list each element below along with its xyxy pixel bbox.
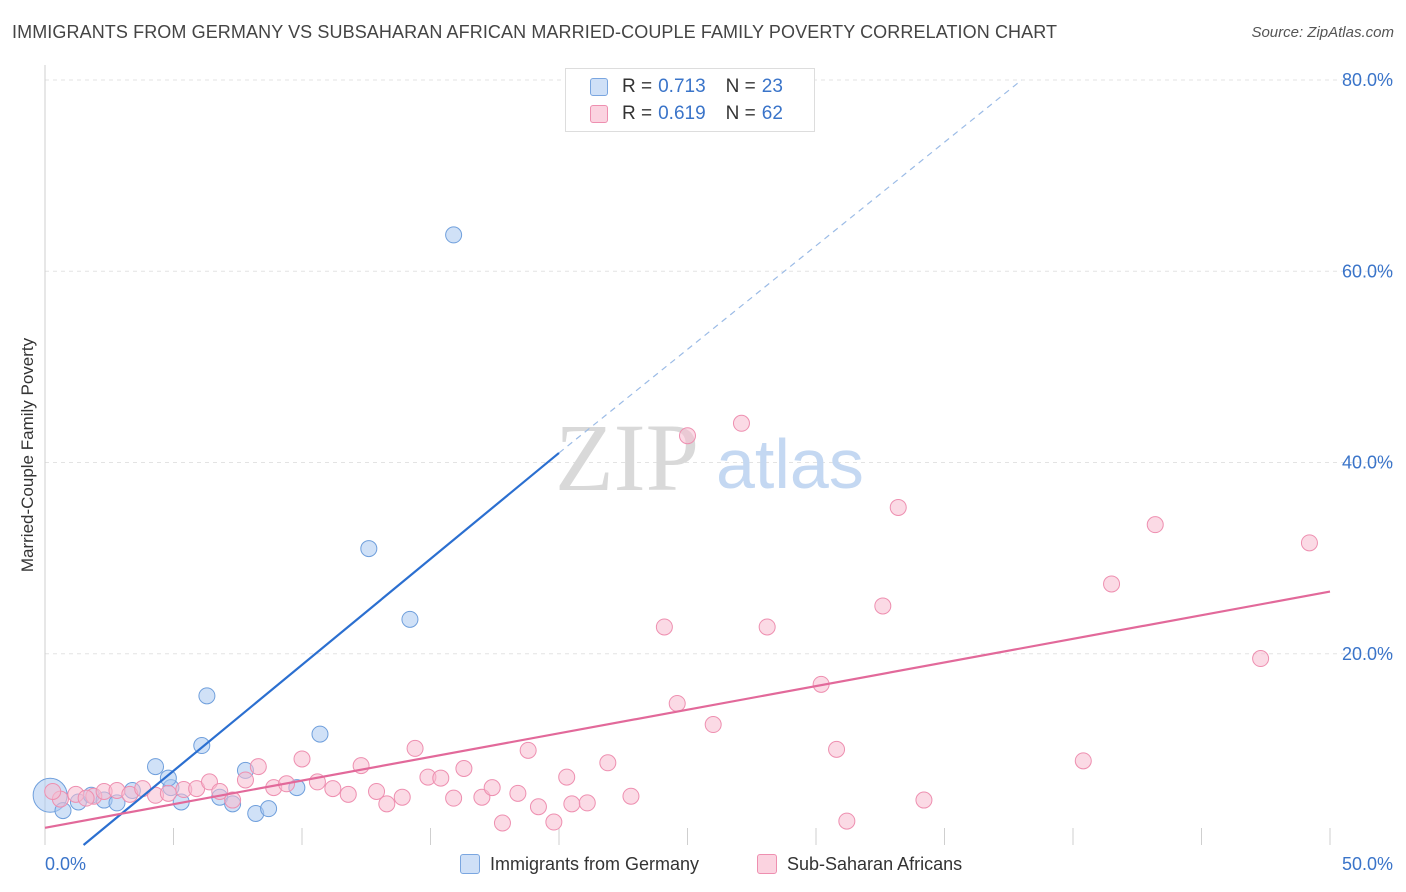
point-subsaharan: [732, 414, 750, 432]
x-tick-label: 0.0%: [45, 854, 86, 874]
series-germany-points: [32, 226, 463, 822]
point-subsaharan: [1300, 534, 1318, 552]
x-tick-label: 50.0%: [1342, 854, 1393, 874]
legend-r-label: R =: [622, 76, 653, 97]
series-subsaharan-points: [44, 414, 1318, 832]
legend-n-label: N =: [725, 103, 756, 124]
point-subsaharan: [1103, 575, 1121, 593]
point-subsaharan: [236, 771, 254, 789]
point-subsaharan: [889, 498, 907, 516]
point-subsaharan: [578, 794, 596, 812]
point-subsaharan: [339, 785, 357, 803]
legend-r-value: 0.619: [658, 103, 706, 124]
watermark-atlas: atlas: [716, 425, 864, 503]
trend-line-germany: [82, 452, 560, 846]
point-subsaharan: [828, 740, 846, 758]
point-subsaharan: [599, 754, 617, 772]
point-subsaharan: [224, 791, 242, 809]
point-subsaharan: [874, 597, 892, 615]
point-subsaharan: [293, 750, 311, 768]
point-subsaharan: [679, 427, 696, 445]
watermark-zip: ZIP: [555, 404, 699, 511]
watermark: ZIP atlas: [555, 404, 864, 511]
bottom-legend-swatch-subsaharan: [757, 854, 777, 874]
bottom-legend-germany: Immigrants from Germany: [460, 852, 699, 876]
point-subsaharan: [1074, 752, 1092, 770]
point-subsaharan: [368, 782, 386, 800]
point-subsaharan: [519, 741, 537, 759]
point-subsaharan: [758, 618, 776, 636]
point-subsaharan: [1252, 650, 1270, 668]
point-subsaharan: [622, 787, 640, 805]
point-subsaharan: [445, 789, 463, 807]
y-tick-label: 80.0%: [1342, 70, 1393, 90]
legend-n-label: N =: [725, 76, 756, 97]
point-germany: [311, 725, 329, 743]
point-germany: [260, 800, 278, 818]
point-subsaharan: [838, 812, 856, 830]
point-subsaharan: [324, 780, 342, 798]
point-subsaharan: [668, 694, 686, 712]
point-germany: [445, 226, 463, 244]
tick-labels: 20.0% 40.0% 60.0% 80.0% 0.0% 50.0%: [45, 70, 1393, 874]
bottom-legend-label-germany: Immigrants from Germany: [490, 853, 700, 874]
point-subsaharan: [915, 791, 933, 809]
point-subsaharan: [493, 814, 511, 832]
point-subsaharan: [44, 782, 62, 800]
point-subsaharan: [655, 618, 673, 636]
point-subsaharan: [483, 779, 501, 797]
legend-r-value: 0.713: [658, 76, 706, 97]
trend-line-germany-extension: [558, 79, 1022, 454]
y-tick-label: 60.0%: [1342, 261, 1393, 281]
point-subsaharan: [704, 716, 722, 734]
axes: [44, 65, 1331, 845]
point-subsaharan: [432, 769, 450, 787]
point-subsaharan: [159, 784, 177, 802]
grid-lines: [45, 79, 1393, 655]
point-subsaharan: [558, 768, 576, 786]
legend-n-value: 23: [761, 76, 783, 97]
point-germany: [198, 687, 216, 705]
trend-lines: [44, 79, 1331, 846]
point-subsaharan: [393, 788, 411, 806]
point-subsaharan: [378, 795, 396, 813]
legend-swatch-subsaharan: [590, 105, 608, 123]
bottom-legend-subsaharan: Sub-Saharan Africans: [757, 852, 962, 876]
bottom-legend-label-subsaharan: Sub-Saharan Africans: [787, 853, 963, 874]
y-tick-label: 20.0%: [1342, 644, 1393, 664]
point-subsaharan: [406, 739, 424, 757]
legend-r-label: R =: [622, 103, 653, 124]
point-subsaharan: [529, 798, 547, 816]
legend-swatch-germany: [590, 78, 608, 96]
y-tick-label: 40.0%: [1342, 453, 1393, 473]
point-subsaharan: [545, 813, 563, 831]
point-subsaharan: [509, 784, 527, 802]
trend-line-subsaharan: [44, 590, 1331, 829]
point-germany: [360, 540, 378, 558]
point-germany: [401, 610, 419, 628]
point-subsaharan: [249, 758, 267, 776]
point-subsaharan: [77, 789, 95, 807]
legend-row-germany: R = 0.713 N = 23: [590, 75, 783, 99]
point-germany: [159, 769, 177, 787]
chart-title: IMMIGRANTS FROM GERMANY VS SUBSAHARAN AF…: [12, 22, 1058, 42]
point-subsaharan: [455, 760, 473, 777]
point-subsaharan: [563, 795, 581, 813]
point-subsaharan: [1146, 516, 1164, 534]
correlation-legend: R = 0.713 N = 23 R = 0.619 N = 62: [565, 68, 815, 132]
bottom-legend-swatch-germany: [460, 854, 480, 874]
legend-row-subsaharan: R = 0.619 N = 62: [590, 102, 783, 126]
source-label: Source: ZipAtlas.com: [1251, 24, 1394, 41]
point-germany: [147, 758, 165, 776]
legend-n-value: 62: [761, 103, 783, 124]
